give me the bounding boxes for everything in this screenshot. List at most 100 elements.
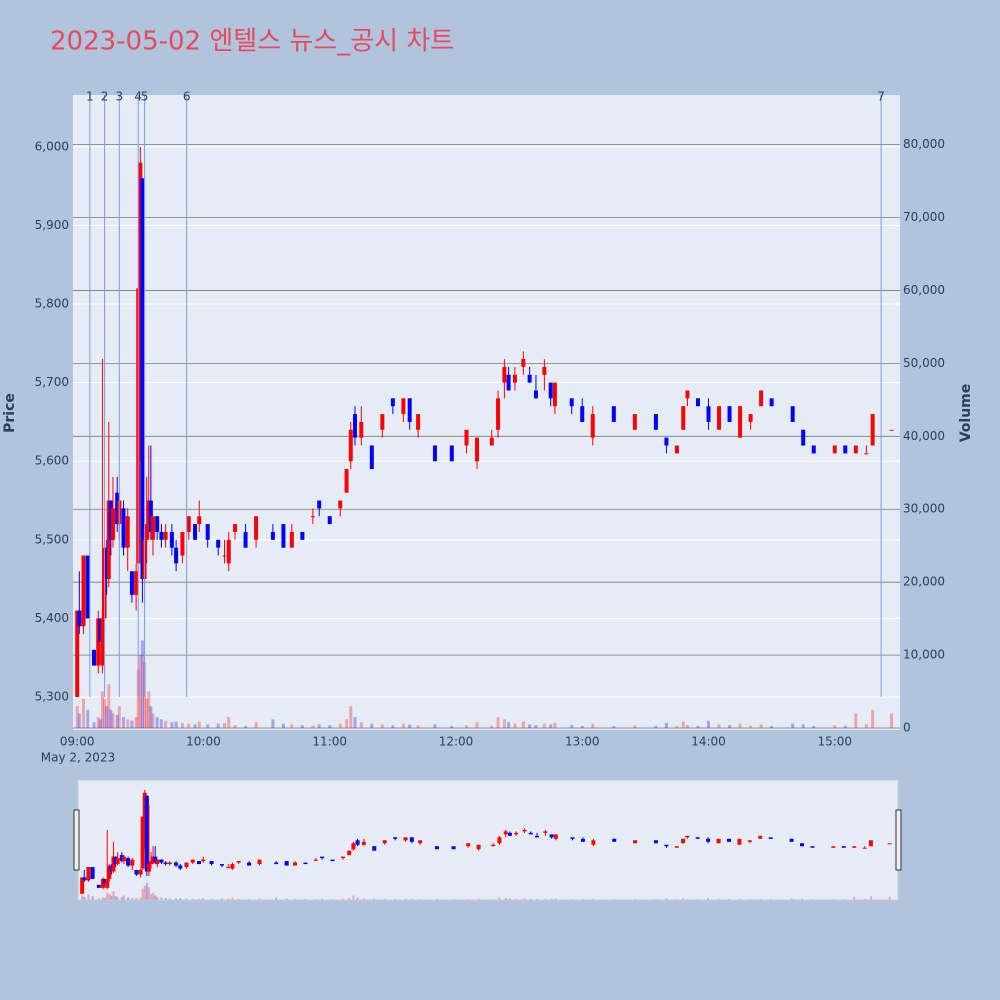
candle-body xyxy=(632,414,637,430)
volume-bar xyxy=(155,717,159,729)
candle-body xyxy=(727,406,732,422)
mini-candle-body xyxy=(80,877,85,894)
mini-candle-body xyxy=(101,878,106,888)
mini-volume-bar xyxy=(665,898,668,900)
mini-volume-bar xyxy=(120,897,123,900)
mini-candle-body xyxy=(522,829,527,832)
mini-volume-bar xyxy=(275,897,278,900)
candle-body xyxy=(125,516,130,548)
volume-bar xyxy=(513,723,517,729)
mini-candle-body xyxy=(372,846,377,851)
mini-volume-bar xyxy=(686,899,689,900)
candle-body xyxy=(853,445,858,454)
volume-bar xyxy=(105,706,109,729)
y-tick-label: 5,600 xyxy=(35,454,69,468)
mini-candle-body xyxy=(103,878,108,884)
candle-body xyxy=(81,555,86,627)
mini-candle-body xyxy=(841,846,846,848)
mini-volume-bar xyxy=(404,898,407,900)
slider-handle[interactable] xyxy=(73,809,80,871)
mini-volume-bar xyxy=(127,897,130,900)
mini-volume-bar xyxy=(143,885,146,900)
range-slider[interactable] xyxy=(77,779,899,901)
volume-bar xyxy=(770,725,774,729)
y2-axis-title: Volume xyxy=(958,384,974,443)
mini-volume-bar xyxy=(634,899,637,900)
candle-body xyxy=(310,516,315,518)
plot-area xyxy=(73,95,900,730)
mini-volume-bar xyxy=(168,898,171,900)
mini-candle-body xyxy=(236,861,241,863)
y2-tick-label: 80,000 xyxy=(903,137,945,151)
mini-volume-bar xyxy=(227,898,230,900)
mini-volume-bar xyxy=(477,898,480,900)
mini-candle-body xyxy=(190,859,195,863)
mini-volume-bar xyxy=(210,898,213,900)
mini-candle-body xyxy=(653,840,658,844)
mini-candle-body xyxy=(503,831,508,835)
candle-body xyxy=(664,437,669,446)
mini-volume-bar xyxy=(373,898,376,900)
date-label: May 2, 2023 xyxy=(41,751,115,765)
mini-volume-bar xyxy=(116,896,119,900)
mini-volume-bar xyxy=(504,897,507,900)
mini-volume-bar xyxy=(175,898,178,900)
mini-candle-body xyxy=(810,846,815,848)
mini-volume-bar xyxy=(102,897,105,900)
candle-body xyxy=(889,429,894,431)
volume-bar xyxy=(654,725,658,729)
mini-candle-body xyxy=(491,844,496,847)
mini-candle-body xyxy=(174,862,179,866)
candle-body xyxy=(150,516,155,540)
candle-body xyxy=(96,618,101,666)
volume-bar xyxy=(871,709,875,729)
mini-volume-bar xyxy=(237,899,240,900)
event-label: 1 xyxy=(86,90,94,104)
candle-body xyxy=(521,359,526,367)
mini-volume-bar xyxy=(544,898,547,900)
mini-candle-body xyxy=(393,837,398,839)
mini-candle-body xyxy=(151,856,156,862)
mini-candle-body xyxy=(126,858,131,866)
mini-candle-body xyxy=(107,865,112,879)
mini-volume-bar xyxy=(179,898,182,900)
event-label: 2 xyxy=(101,90,109,104)
volume-bar xyxy=(100,691,104,729)
mini-volume-bar xyxy=(147,887,150,900)
mini-candle-body xyxy=(146,864,151,872)
x-tick-label: 15:00 xyxy=(817,735,852,749)
candle-body xyxy=(717,406,722,430)
mini-volume-bar xyxy=(91,896,94,900)
mini-volume-bar xyxy=(394,899,397,900)
mini-volume-bar xyxy=(383,898,386,900)
y-tick-label: 5,400 xyxy=(35,611,69,625)
mini-volume-bar xyxy=(529,898,532,900)
volume-bar xyxy=(300,725,304,729)
volume-bar xyxy=(254,722,258,729)
mini-volume-bar xyxy=(97,898,100,900)
volume-bar xyxy=(401,723,405,729)
mini-volume-bar xyxy=(321,898,324,900)
mini-volume-bar xyxy=(231,897,234,900)
chart-title: 2023-05-02 엔텔스 뉴스_공시 차트 xyxy=(50,27,454,57)
mini-candle-body xyxy=(681,838,686,844)
mini-volume-bar xyxy=(258,898,261,900)
mini-volume-bar xyxy=(435,898,438,900)
volume-bar xyxy=(338,723,342,729)
mini-candle-body xyxy=(768,837,773,839)
candle-body xyxy=(254,516,259,540)
mini-volume-bar xyxy=(108,894,111,900)
volume-bar xyxy=(317,724,321,729)
candle-body xyxy=(110,508,115,540)
candle-body xyxy=(98,618,103,642)
volume-bar xyxy=(791,723,795,729)
y-tick-label: 5,900 xyxy=(35,218,69,232)
candle-body xyxy=(542,366,547,375)
mini-candle-body xyxy=(549,834,554,838)
mini-candle-body xyxy=(119,855,124,862)
mini-volume-bar xyxy=(160,897,163,900)
slider-handle[interactable] xyxy=(895,809,902,871)
candle-body xyxy=(843,445,848,454)
mini-candle-body xyxy=(96,884,101,888)
